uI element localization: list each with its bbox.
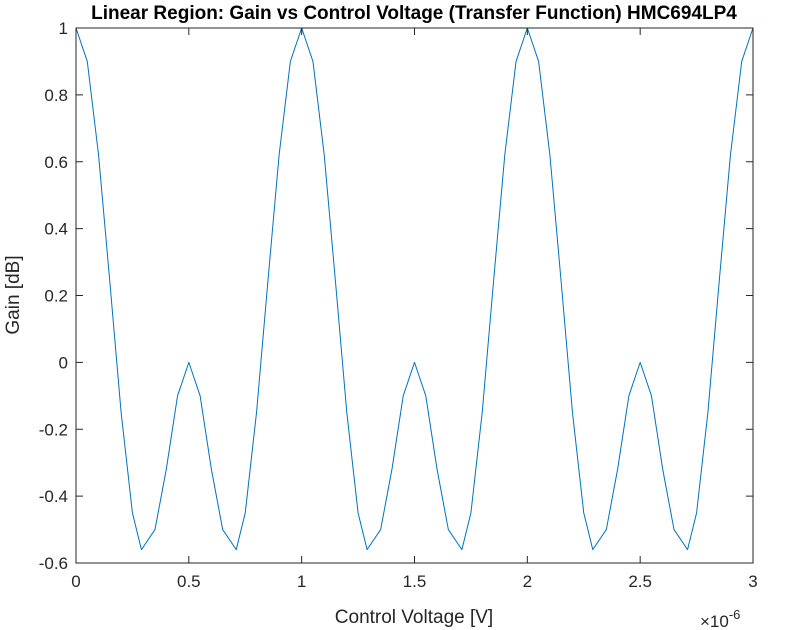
x-exponent-base: ×10 (700, 612, 729, 630)
y-tick-label: 1 (59, 19, 68, 38)
y-tick-label: 0.2 (44, 287, 68, 306)
y-tick-label: 0.4 (44, 220, 68, 239)
y-tick-label: 0 (59, 353, 68, 372)
plot-area (76, 28, 753, 563)
y-axis-label: Gain [dB] (3, 255, 24, 334)
x-tick-label: 1 (297, 572, 306, 591)
series-line-0 (75, 27, 754, 551)
x-axis-ticks: 0 0.5 1 1.5 2 2.5 3 (71, 28, 758, 591)
x-tick-label: 3 (748, 572, 757, 591)
x-tick-label: 0.5 (177, 572, 201, 591)
x-tick-label: 0 (71, 572, 80, 591)
x-axis-exponent: ×10-6 (700, 607, 740, 630)
x-tick-label: 1.5 (403, 572, 427, 591)
y-axis-ticks: -0.6 -0.4 -0.2 0 0.2 0.4 0.6 0.8 1 (39, 19, 753, 573)
series-layer (75, 27, 754, 551)
x-tick-label: 2 (523, 572, 532, 591)
chart-title: Linear Region: Gain vs Control Voltage (… (91, 3, 737, 24)
y-tick-label: 0.6 (44, 153, 68, 172)
y-tick-label: -0.6 (39, 554, 68, 573)
x-axis-label: Control Voltage [V] (335, 607, 493, 628)
x-tick-label: 2.5 (628, 572, 652, 591)
y-tick-label: -0.4 (39, 487, 68, 506)
y-tick-label: -0.2 (39, 420, 68, 439)
y-tick-label: 0.8 (44, 86, 68, 105)
x-exponent-power: -6 (729, 607, 741, 622)
